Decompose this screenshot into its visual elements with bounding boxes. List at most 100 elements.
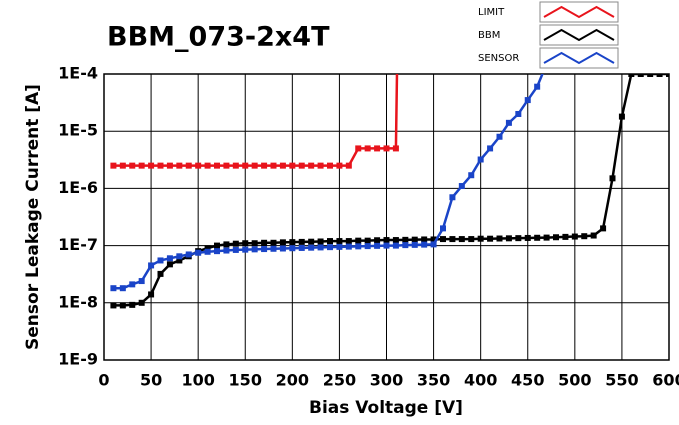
legend-swatch [543, 5, 615, 19]
data-point [336, 238, 343, 245]
data-point [242, 240, 249, 247]
data-point [232, 246, 239, 253]
data-point [195, 162, 202, 169]
data-point [176, 257, 183, 264]
data-point [242, 246, 249, 253]
data-point [487, 235, 494, 242]
data-point [157, 270, 164, 277]
data-point [308, 244, 315, 251]
data-point [364, 145, 371, 152]
y-tick-label: 1E-8 [58, 292, 98, 311]
data-point [336, 243, 343, 250]
data-point [214, 242, 220, 249]
data-point [421, 241, 428, 248]
data-point [298, 162, 305, 169]
data-point [355, 145, 362, 152]
data-point [402, 236, 409, 243]
data-point [392, 237, 399, 244]
data-point [487, 145, 494, 152]
data-point [374, 145, 381, 152]
chart-title: BBM_073-2x4T [107, 22, 330, 53]
y-tick-label: 1E-9 [58, 350, 98, 369]
data-point [298, 238, 305, 245]
data-point [251, 162, 258, 169]
data-point [157, 162, 164, 169]
data-point [364, 237, 371, 244]
data-point [204, 248, 211, 255]
data-point [270, 162, 277, 169]
data-point [270, 245, 277, 252]
data-point [223, 241, 230, 248]
data-point [251, 240, 258, 247]
data-point [600, 225, 607, 232]
data-point [345, 243, 352, 250]
data-point [317, 162, 324, 169]
data-point [392, 242, 399, 249]
data-point [110, 285, 117, 292]
data-point [138, 299, 145, 306]
data-point [289, 162, 296, 169]
data-point [430, 241, 437, 248]
data-point [129, 162, 136, 169]
data-point [176, 162, 183, 169]
data-point [270, 239, 277, 246]
data-point [251, 246, 258, 253]
data-point [458, 183, 465, 190]
x-tick-label: 400 [464, 371, 497, 390]
data-point [656, 74, 663, 77]
data-point [242, 162, 249, 169]
data-point [148, 262, 155, 269]
data-point [374, 237, 381, 244]
data-point [430, 236, 437, 243]
x-tick-label: 500 [558, 371, 591, 390]
data-point [355, 243, 362, 250]
x-tick-label: 50 [140, 371, 162, 390]
data-point [515, 110, 522, 117]
data-point [355, 237, 362, 244]
data-point [477, 235, 484, 242]
data-point [119, 302, 126, 309]
data-point [138, 162, 145, 169]
data-point [279, 245, 286, 252]
data-point [524, 97, 531, 104]
data-point [553, 234, 559, 241]
data-point [628, 74, 635, 77]
data-point [176, 253, 183, 260]
data-point [317, 238, 324, 245]
y-tick-label: 1E-6 [58, 178, 98, 197]
data-point [345, 238, 352, 245]
data-point [468, 172, 475, 179]
data-point [440, 225, 446, 232]
legend-swatch [543, 28, 615, 42]
data-point [166, 162, 173, 169]
data-point [562, 233, 569, 240]
data-point [534, 234, 541, 241]
data-point [383, 242, 390, 249]
x-tick-label: 300 [370, 371, 403, 390]
data-point [449, 236, 456, 243]
data-point [214, 162, 220, 169]
data-point [590, 232, 597, 239]
data-point [148, 291, 155, 298]
data-point [261, 239, 268, 246]
legend-label: BBM [478, 30, 500, 41]
data-point [666, 74, 669, 77]
data-point [505, 119, 512, 126]
data-point [402, 242, 409, 249]
data-point [458, 236, 465, 243]
data-point [185, 162, 192, 169]
data-point [204, 162, 211, 169]
data-point [148, 162, 155, 169]
data-point [223, 162, 230, 169]
data-point [298, 244, 305, 251]
data-point [345, 162, 352, 169]
data-point [214, 248, 220, 255]
data-point [119, 162, 126, 169]
plot-frame [103, 73, 670, 361]
data-point [374, 242, 381, 249]
legend-swatch [543, 51, 615, 65]
y-axis-title: Sensor Leakage Current [A] [23, 84, 43, 350]
data-point [308, 238, 315, 245]
data-point [534, 83, 541, 90]
